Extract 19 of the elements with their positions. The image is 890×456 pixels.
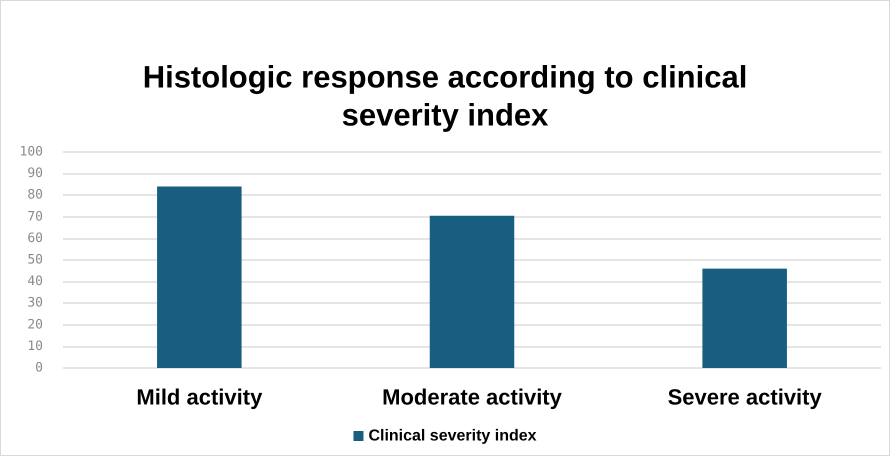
y-tick-label: 40 [27,274,43,290]
y-tick-label: 70 [27,209,43,224]
legend-label: Clinical severity index [368,428,537,444]
y-tick-label: 80 [27,188,43,203]
y-tick-label: 30 [27,296,43,311]
chart-title: Histologic response according to clinical severity index [142,60,748,132]
x-tick-label: Mild activity [136,384,264,410]
bar [430,216,514,368]
bar [702,268,787,368]
x-tick-label: Severe activity [668,384,822,410]
y-tick-label: 0 [35,360,43,376]
y-tick-label: 50 [27,252,43,268]
x-tick-label: Moderate activity [382,384,563,410]
y-tick-label: 10 [27,338,43,354]
y-tick-label: 20 [27,317,43,332]
y-tick-label: 100 [20,144,43,160]
y-tick-label: 90 [27,166,43,182]
bar [157,186,242,368]
y-tick-label: 60 [27,230,43,246]
